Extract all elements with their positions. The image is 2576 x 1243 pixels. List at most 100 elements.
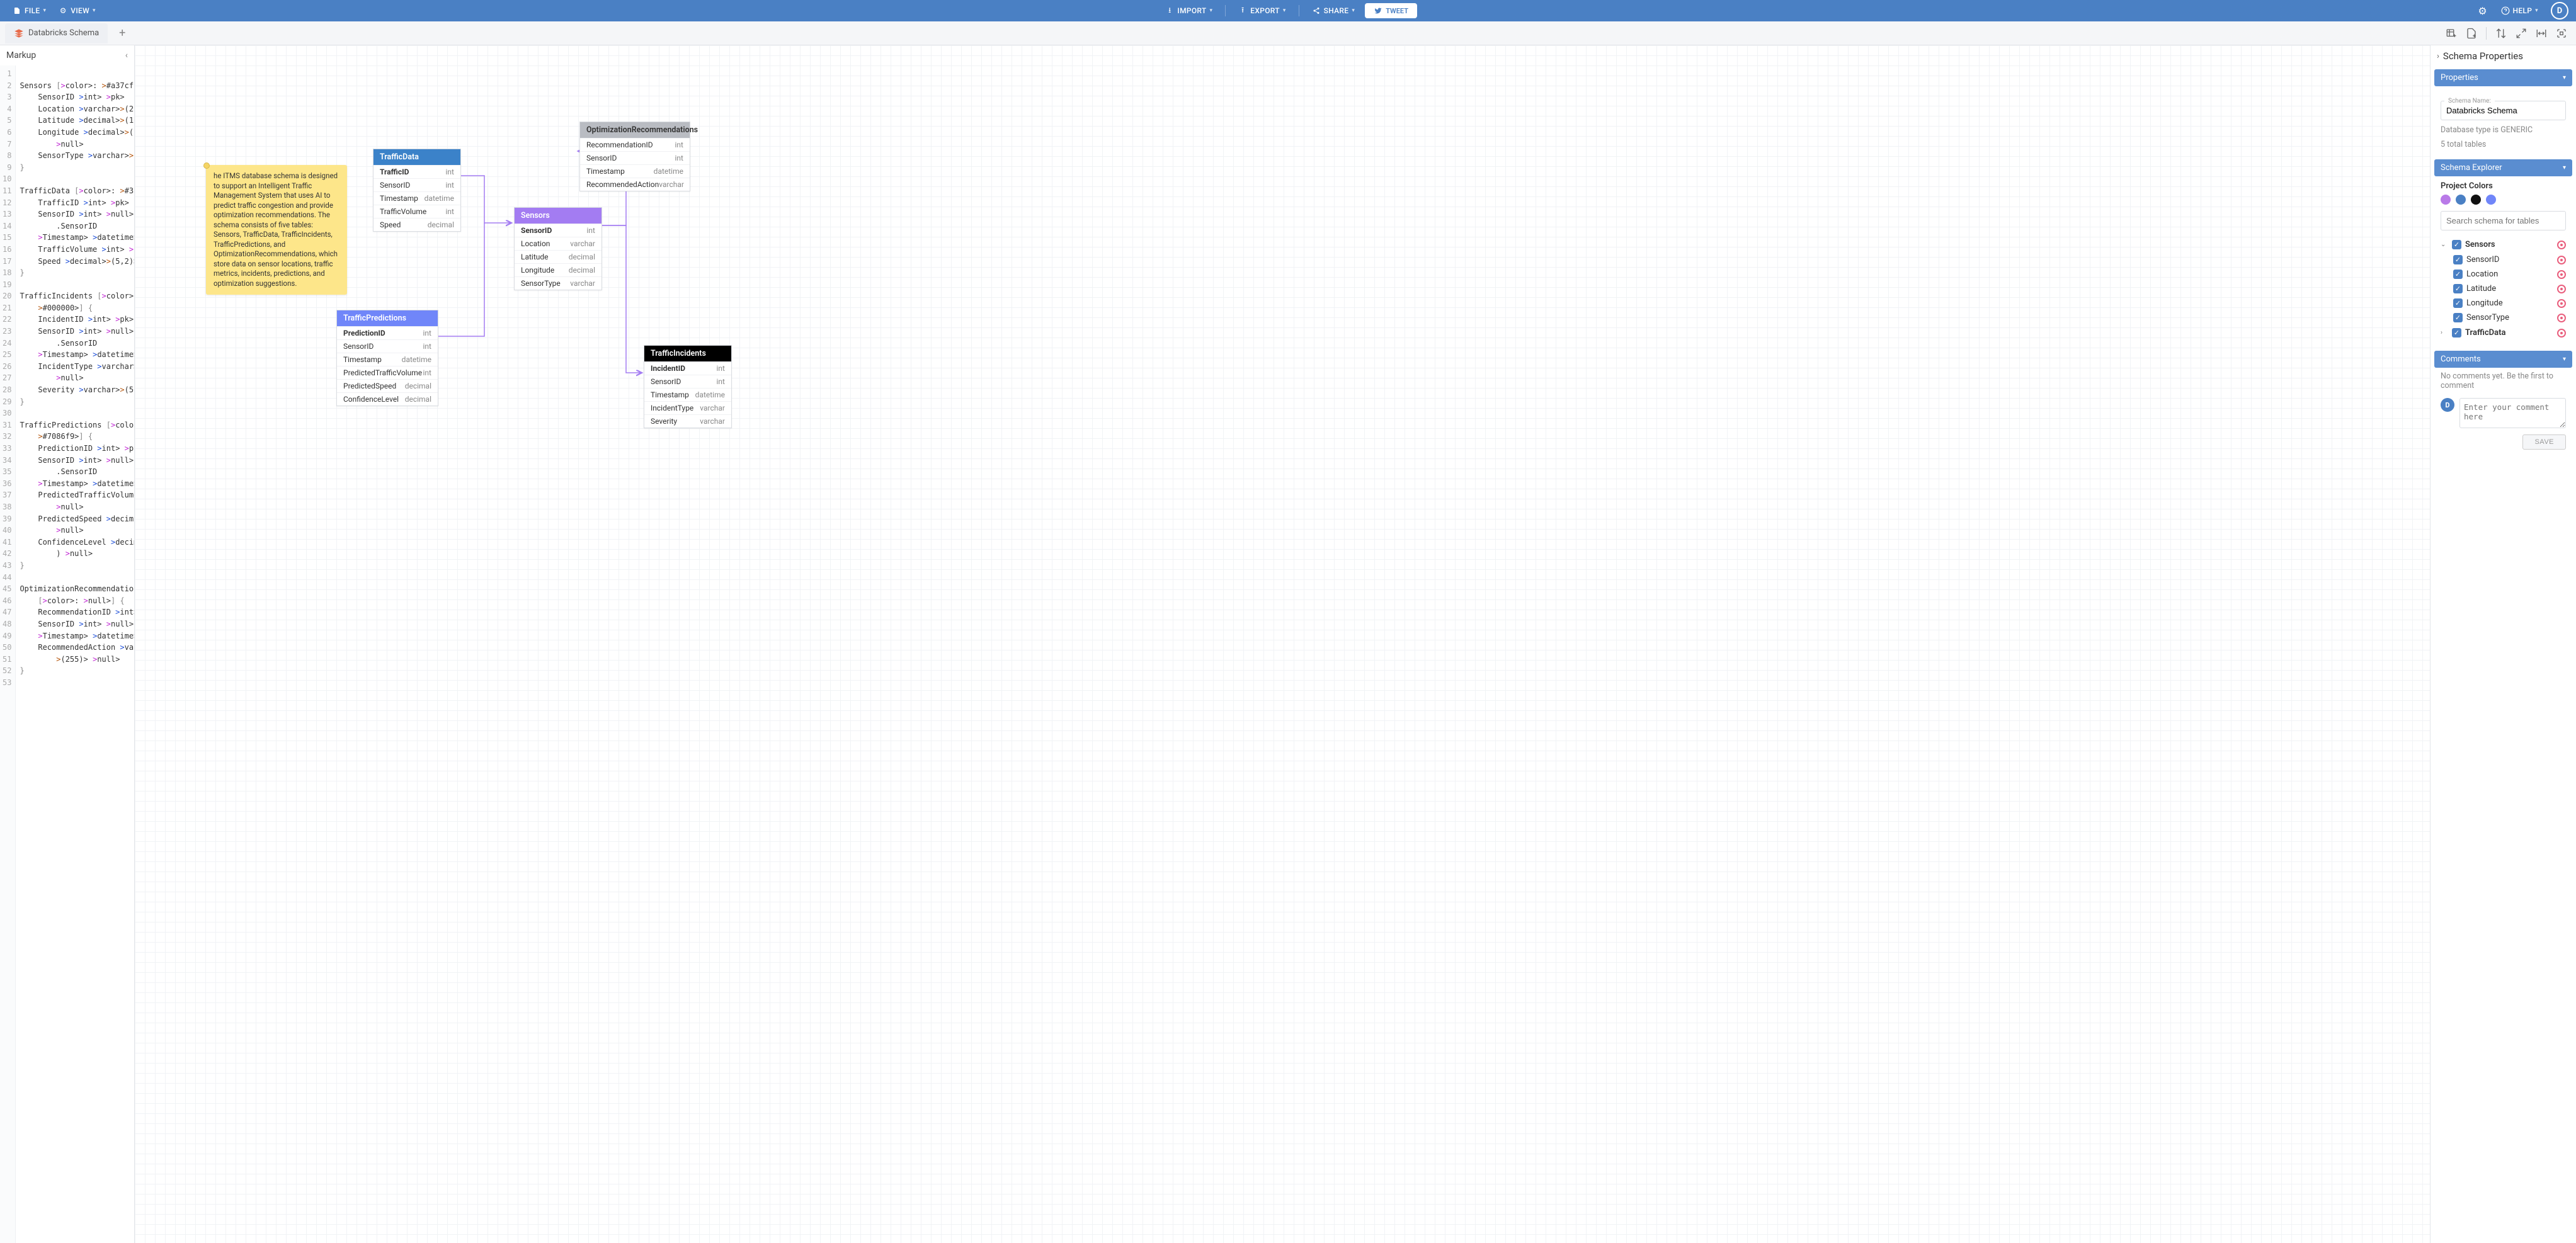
target-icon[interactable] bbox=[2557, 314, 2566, 322]
collapse-left-icon[interactable]: ‹ bbox=[125, 50, 128, 60]
tab-schema[interactable]: Databricks Schema bbox=[5, 23, 108, 43]
table-column[interactable]: TrafficIDint bbox=[373, 165, 460, 178]
checkbox-icon[interactable]: ✓ bbox=[2452, 328, 2461, 338]
table-column[interactable]: SensorIDint bbox=[373, 178, 460, 191]
table-header[interactable]: TrafficData bbox=[373, 149, 460, 165]
main: Markup ‹ 1234567891011121314151617181920… bbox=[0, 45, 2576, 1243]
add-table-icon[interactable] bbox=[2446, 28, 2457, 39]
table-column[interactable]: IncidentIDint bbox=[644, 361, 731, 375]
tree-column-leaf[interactable]: ✓SensorID bbox=[2453, 253, 2566, 267]
tree-column-leaf[interactable]: ✓SensorType bbox=[2453, 310, 2566, 325]
checkbox-icon[interactable]: ✓ bbox=[2453, 298, 2463, 308]
save-comment-button[interactable]: SAVE bbox=[2522, 434, 2566, 450]
project-color-swatch[interactable] bbox=[2441, 195, 2451, 205]
focus-icon[interactable] bbox=[2556, 28, 2567, 39]
share-menu[interactable]: SHARE ▾ bbox=[1307, 4, 1360, 18]
target-icon[interactable] bbox=[2557, 256, 2566, 264]
expand-icon[interactable] bbox=[2516, 28, 2527, 39]
tree-column-leaf[interactable]: ✓Longitude bbox=[2453, 296, 2566, 310]
line-gutter: 1234567891011121314151617181920212223242… bbox=[0, 65, 16, 1243]
target-icon[interactable] bbox=[2557, 299, 2566, 308]
table-column[interactable]: Timestampdatetime bbox=[580, 164, 690, 178]
table-column[interactable]: Timestampdatetime bbox=[644, 388, 731, 401]
view-menu[interactable]: ⚙ VIEW ▾ bbox=[54, 4, 101, 18]
project-color-swatch[interactable] bbox=[2456, 195, 2466, 205]
table-trafficpredictions[interactable]: TrafficPredictionsPredictionIDintSensorI… bbox=[336, 310, 438, 406]
explorer-panel-head[interactable]: Schema Explorer ▾ bbox=[2434, 159, 2572, 176]
project-color-swatch[interactable] bbox=[2471, 195, 2481, 205]
properties-panel-head[interactable]: Properties ▾ bbox=[2434, 69, 2572, 86]
table-header[interactable]: Sensors bbox=[515, 208, 601, 224]
table-column[interactable]: ConfidenceLeveldecimal bbox=[337, 392, 438, 406]
comments-panel-head[interactable]: Comments ▾ bbox=[2434, 351, 2572, 368]
comment-input[interactable] bbox=[2459, 398, 2566, 428]
help-menu[interactable]: HELP ▾ bbox=[2496, 4, 2543, 18]
table-trafficincidents[interactable]: TrafficIncidentsIncidentIDintSensorIDint… bbox=[644, 345, 732, 428]
table-column[interactable]: RecommendationIDint bbox=[580, 138, 690, 151]
table-column[interactable]: TrafficVolumeint bbox=[373, 205, 460, 218]
table-column[interactable]: SensorTypevarchar bbox=[515, 276, 601, 290]
settings-icon[interactable]: ⚙ bbox=[2477, 5, 2488, 16]
comments-empty-text: No comments yet. Be the first to comment bbox=[2434, 368, 2572, 394]
project-color-swatch[interactable] bbox=[2486, 195, 2496, 205]
diagram-canvas[interactable]: he ITMS database schema is designed to s… bbox=[135, 45, 2430, 1243]
tree-column-leaf[interactable]: ✓Latitude bbox=[2453, 281, 2566, 296]
tree-column-leaf[interactable]: ✓Location bbox=[2453, 267, 2566, 281]
tree-table-node[interactable]: ›✓TrafficData bbox=[2441, 325, 2566, 341]
chevron-down-icon: ▾ bbox=[2563, 164, 2566, 171]
checkbox-icon[interactable]: ✓ bbox=[2453, 270, 2463, 279]
target-icon[interactable] bbox=[2557, 285, 2566, 293]
help-label: HELP bbox=[2513, 6, 2533, 15]
import-menu[interactable]: ⭳ IMPORT ▾ bbox=[1160, 4, 1217, 18]
table-column[interactable]: IncidentTypevarchar bbox=[644, 401, 731, 414]
table-column[interactable]: RecommendedActionvarchar bbox=[580, 178, 690, 191]
table-column[interactable]: Speeddecimal bbox=[373, 218, 460, 231]
table-column[interactable]: Latitudedecimal bbox=[515, 250, 601, 263]
tabbar: Databricks Schema + bbox=[0, 21, 2576, 45]
table-header[interactable]: OptimizationRecommendations bbox=[580, 122, 690, 138]
checkbox-icon[interactable]: ✓ bbox=[2453, 284, 2463, 293]
file-menu[interactable]: FILE ▾ bbox=[8, 4, 51, 18]
schema-properties-header[interactable]: › Schema Properties bbox=[2431, 45, 2576, 67]
table-column[interactable]: SensorIDint bbox=[515, 224, 601, 237]
project-colors-label: Project Colors bbox=[2441, 181, 2566, 191]
checkbox-icon[interactable]: ✓ bbox=[2453, 255, 2463, 264]
table-optrec[interactable]: OptimizationRecommendationsRecommendatio… bbox=[579, 122, 690, 191]
checkbox-icon[interactable]: ✓ bbox=[2452, 240, 2461, 249]
user-avatar[interactable]: D bbox=[2551, 2, 2568, 20]
tweet-button[interactable]: TWEET bbox=[1365, 3, 1417, 18]
table-trafficdata[interactable]: TrafficDataTrafficIDintSensorIDintTimest… bbox=[373, 149, 461, 232]
table-header[interactable]: TrafficIncidents bbox=[644, 346, 731, 361]
avatar-letter: D bbox=[2557, 6, 2562, 16]
target-icon[interactable] bbox=[2557, 241, 2566, 249]
code-editor[interactable]: 1234567891011121314151617181920212223242… bbox=[0, 65, 134, 1243]
table-column[interactable]: Severityvarchar bbox=[644, 414, 731, 428]
table-column[interactable]: PredictedSpeeddecimal bbox=[337, 379, 438, 392]
table-column[interactable]: SensorIDint bbox=[337, 339, 438, 353]
schema-search-input[interactable] bbox=[2441, 211, 2566, 230]
sort-icon[interactable] bbox=[2495, 28, 2507, 39]
sticky-note[interactable]: he ITMS database schema is designed to s… bbox=[206, 165, 347, 295]
table-column[interactable]: Longitudedecimal bbox=[515, 263, 601, 276]
table-sensors[interactable]: SensorsSensorIDintLocationvarcharLatitud… bbox=[514, 207, 602, 290]
table-column[interactable]: Timestampdatetime bbox=[337, 353, 438, 366]
code-content[interactable]: Sensors [>color>: >#a37cf2>] { SensorID … bbox=[16, 65, 134, 1243]
table-column[interactable]: PredictedTrafficVolumeint bbox=[337, 366, 438, 379]
checkbox-icon[interactable]: ✓ bbox=[2453, 313, 2463, 322]
fit-width-icon[interactable] bbox=[2536, 28, 2547, 39]
table-column[interactable]: PredictionIDint bbox=[337, 326, 438, 339]
target-icon[interactable] bbox=[2557, 270, 2566, 279]
table-column[interactable]: SensorIDint bbox=[580, 151, 690, 164]
table-column[interactable]: SensorIDint bbox=[644, 375, 731, 388]
note-handle-icon[interactable] bbox=[203, 162, 210, 169]
target-icon[interactable] bbox=[2557, 329, 2566, 338]
chevron-right-icon: › bbox=[2437, 52, 2439, 61]
tab-add-button[interactable]: + bbox=[114, 24, 130, 42]
export-menu[interactable]: ⭱ EXPORT ▾ bbox=[1233, 4, 1291, 18]
table-column[interactable]: Timestampdatetime bbox=[373, 191, 460, 205]
table-header[interactable]: TrafficPredictions bbox=[337, 310, 438, 326]
new-doc-icon[interactable] bbox=[2466, 28, 2477, 39]
table-column[interactable]: Locationvarchar bbox=[515, 237, 601, 250]
tree-table-node[interactable]: ⌄✓Sensors bbox=[2441, 237, 2566, 253]
markup-title: Markup bbox=[6, 50, 36, 60]
